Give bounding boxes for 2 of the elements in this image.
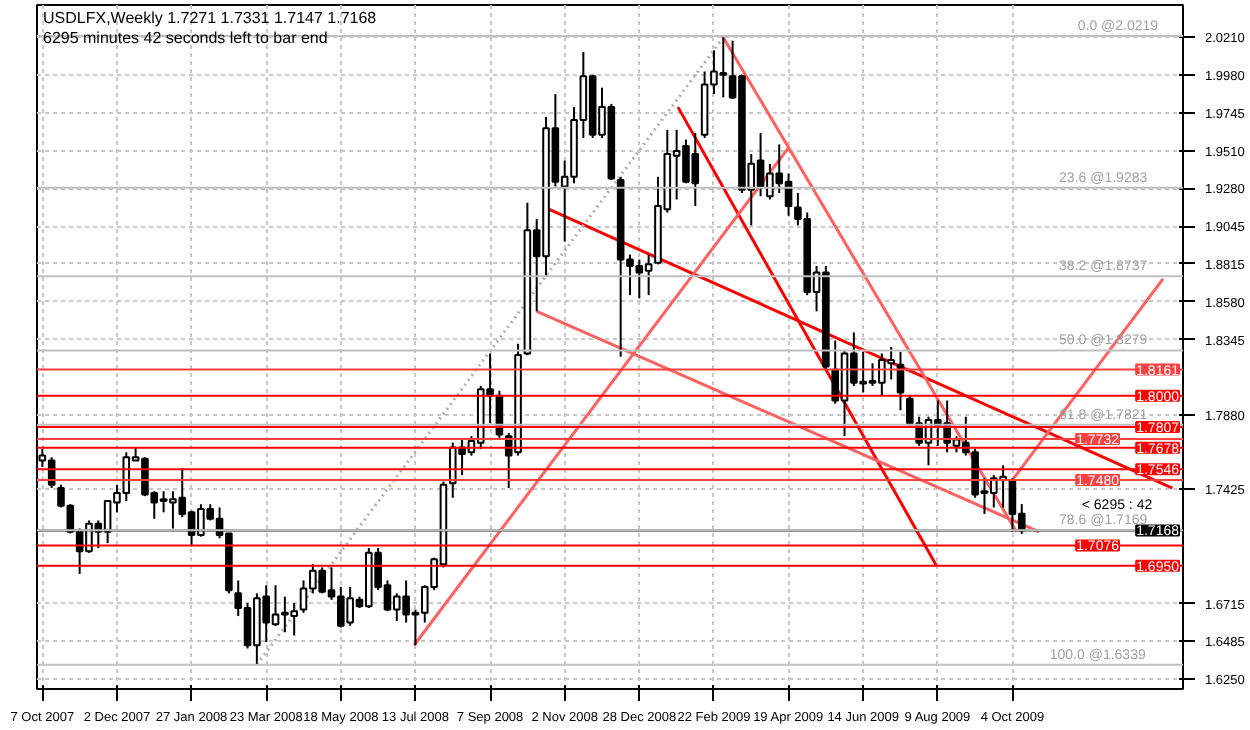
text: 6295 minutes 42 seconds left to bar end [43,29,328,47]
chart-title: USDLFX,Weekly 1.7271 1.7331 1.7147 1.7168 [43,9,378,27]
